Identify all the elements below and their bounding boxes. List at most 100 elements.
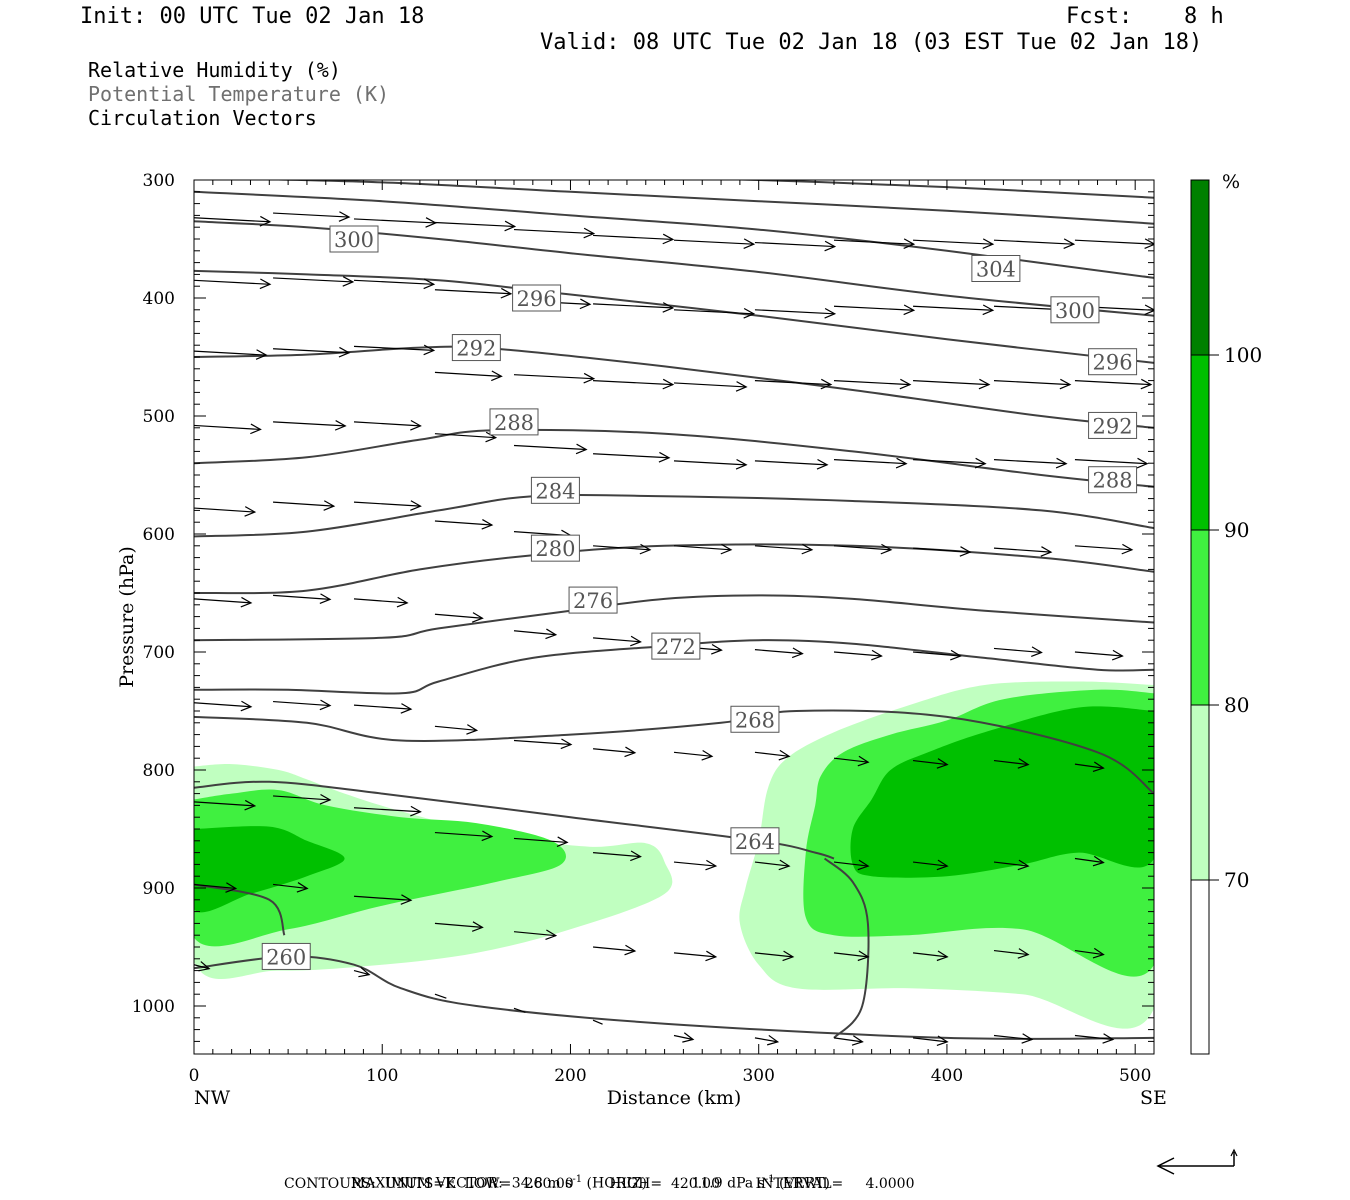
circulation-vector <box>272 882 309 893</box>
theta-contour-label: 268 <box>730 705 780 733</box>
vector-shaft <box>194 964 210 970</box>
circulation-vector <box>434 519 494 530</box>
circulation-vector <box>434 830 494 842</box>
vector-shaft <box>912 1037 948 1043</box>
vector-shaft <box>833 545 892 551</box>
contour-label-text: 268 <box>735 708 775 732</box>
circulation-vector <box>913 457 987 469</box>
vector-shaft <box>913 459 986 465</box>
vector-arrowhead <box>481 519 494 530</box>
circulation-vector <box>833 378 912 390</box>
vector-arrowhead <box>410 500 422 511</box>
circulation-vector <box>593 850 642 862</box>
circulation-vector <box>593 378 675 390</box>
y-tick-label: 600 <box>143 525 175 545</box>
vector-shaft <box>1074 763 1104 769</box>
vector-arrowhead <box>423 278 436 290</box>
vector-shaft <box>754 861 790 867</box>
max-vector-horizontal: 34.8 m s <box>511 1175 573 1192</box>
x-axis-right-label: SE <box>1140 1087 1167 1109</box>
circulation-vector <box>194 799 257 811</box>
contour-label-box <box>1088 466 1138 494</box>
vector-shaft <box>673 309 754 315</box>
circulation-vector <box>673 543 733 555</box>
theta-contour-label: 296 <box>512 284 562 312</box>
colorbar-segment-90 <box>1190 354 1210 531</box>
vector-arrowhead <box>545 929 558 941</box>
y-tick-label: 400 <box>143 289 175 309</box>
vector-arrowhead <box>705 859 718 871</box>
y-tick-label: 900 <box>143 879 175 899</box>
theta-contour-264 <box>194 883 286 936</box>
vector-arrowhead <box>1017 859 1030 871</box>
y-axis-title: Pressure (hPa) <box>116 546 138 688</box>
vector-arrowhead <box>630 635 642 647</box>
vector-shaft <box>754 309 835 315</box>
forecast-hours: 8 h <box>1184 4 1224 29</box>
vector-shaft <box>993 380 1071 386</box>
theta-contour-276 <box>194 594 1154 642</box>
circulation-vector <box>353 805 422 817</box>
circulation-vector <box>833 457 908 469</box>
vector-shaft <box>434 613 483 619</box>
vector-arrowhead <box>851 1035 864 1046</box>
vector-shaft <box>913 651 961 657</box>
vector-shaft <box>833 305 914 311</box>
vector-arrowhead <box>250 423 262 435</box>
vector-shaft <box>993 459 1067 465</box>
vector-arrowhead <box>791 647 804 659</box>
colorbar-segment-below-70 <box>1190 879 1210 1055</box>
circulation-vector <box>912 1035 949 1047</box>
vector-shaft <box>833 861 869 867</box>
circulation-vector <box>434 612 484 623</box>
vector-arrowhead <box>816 458 829 470</box>
vector-shaft <box>1074 380 1151 386</box>
circulation-vector <box>754 647 804 659</box>
vector-shaft <box>593 748 635 754</box>
circulation-vector <box>273 346 351 358</box>
vector-shaft <box>912 861 948 867</box>
vector-arrowhead <box>978 378 991 390</box>
circulation-vector <box>673 1032 695 1043</box>
vector-arrowhead <box>423 344 436 356</box>
circulation-vector <box>673 307 756 319</box>
theta-contour-label: 288 <box>489 408 539 436</box>
circulation-vector <box>194 882 238 893</box>
circulation-vector <box>913 378 991 390</box>
vector-shaft <box>513 1007 526 1013</box>
vector-shaft <box>434 371 502 377</box>
vector-arrowhead <box>198 961 211 972</box>
vector-shaft <box>754 380 831 386</box>
theta-contour-292 <box>194 345 1154 429</box>
vector-arrowhead <box>471 612 484 623</box>
vector-arrowhead <box>824 307 837 319</box>
circulation-vector <box>434 993 447 999</box>
vector-shaft <box>833 651 882 657</box>
circulation-vector <box>513 929 558 941</box>
circulation-vector <box>993 948 1030 959</box>
vector-arrowhead <box>982 304 995 316</box>
vector-arrowhead <box>410 420 422 431</box>
circulation-vector <box>593 543 652 555</box>
vector-shaft <box>513 837 568 844</box>
circulation-vector <box>194 215 272 227</box>
vector-shaft <box>1074 459 1148 465</box>
vector-arrowhead <box>662 233 675 245</box>
circulation-vector <box>833 950 870 962</box>
vector-arrowhead <box>240 700 253 712</box>
circulation-vector <box>593 944 637 956</box>
vector-shaft <box>353 807 421 813</box>
vector-arrowhead <box>658 451 671 463</box>
circulation-vector <box>833 1035 864 1046</box>
circulation-vector <box>833 238 916 250</box>
circulation-vector <box>673 859 718 871</box>
vector-arrowhead <box>1055 457 1068 469</box>
vector-arrowhead <box>743 238 756 250</box>
circulation-vector <box>513 443 588 455</box>
colorbar-label: 100 <box>1224 343 1262 367</box>
circulation-vector <box>673 238 756 250</box>
contour-label-text: 292 <box>1093 414 1133 438</box>
vector-arrowhead <box>1136 457 1149 469</box>
circulation-vector <box>913 238 995 250</box>
